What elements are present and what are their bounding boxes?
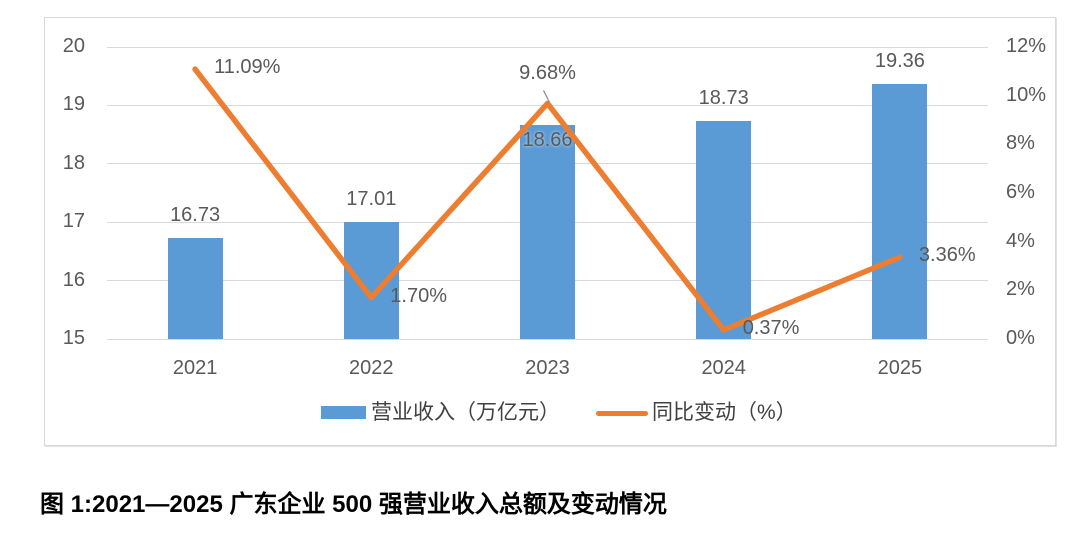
gridline <box>107 104 988 106</box>
chart-area: 营业收入（万亿元） 同比变动（%） 20 19 18 17 16 15 12% 10% 8% 6%… <box>44 17 1056 446</box>
bar-value-label: 16.73 <box>170 203 221 226</box>
bar-value-label: 18.66 <box>522 129 573 152</box>
legend-swatch-revenue-bar <box>321 406 366 419</box>
right-axis-tick: 4% <box>1006 229 1035 252</box>
x-axis-label: 2025 <box>877 357 923 379</box>
left-axis-tick: 18 <box>62 151 85 174</box>
left-axis-tick: 15 <box>62 327 85 349</box>
gridline <box>107 338 988 340</box>
label-leader-line <box>542 90 551 103</box>
right-axis-tick: 0% <box>1006 327 1035 349</box>
legend-swatch-change-line <box>596 411 648 416</box>
left-axis-tick: 16 <box>62 268 85 291</box>
right-axis-tick: 6% <box>1006 181 1035 203</box>
x-axis-label: 2023 <box>525 357 570 379</box>
left-axis-tick: 20 <box>62 35 85 57</box>
x-axis-label: 2024 <box>701 357 746 379</box>
right-axis-tick: 8% <box>1006 132 1035 155</box>
figure-caption: 图 1:2021—2025 广东企业 500 强营业收入总额及变动情况 <box>40 491 667 518</box>
x-axis-label: 2022 <box>349 357 394 379</box>
line-value-label: 11.09% <box>214 56 281 79</box>
line-value-label: 0.37% <box>742 316 800 339</box>
legend-label-change: 同比变动（%） <box>652 401 797 424</box>
bar <box>167 237 223 339</box>
line-value-label: 9.68% <box>519 62 576 85</box>
bar <box>520 125 575 339</box>
bar-value-label: 19.36 <box>874 50 925 73</box>
right-axis-tick: 10% <box>1006 83 1047 106</box>
bar-value-label: 17.01 <box>346 187 397 210</box>
x-axis-label: 2021 <box>172 357 218 379</box>
gridline <box>107 46 988 48</box>
line-value-label: 1.70% <box>390 284 448 307</box>
bar <box>343 221 399 339</box>
line-value-label: 3.36% <box>918 244 976 267</box>
right-axis-tick: 12% <box>1006 35 1047 57</box>
legend-label-revenue: 营业收入（万亿元） <box>371 401 560 424</box>
bar <box>696 121 752 339</box>
right-axis-tick: 2% <box>1006 278 1035 301</box>
bar <box>872 84 928 339</box>
left-axis-tick: 19 <box>62 93 85 116</box>
bar-value-label: 18.73 <box>698 87 749 110</box>
left-axis-tick: 17 <box>62 210 85 233</box>
